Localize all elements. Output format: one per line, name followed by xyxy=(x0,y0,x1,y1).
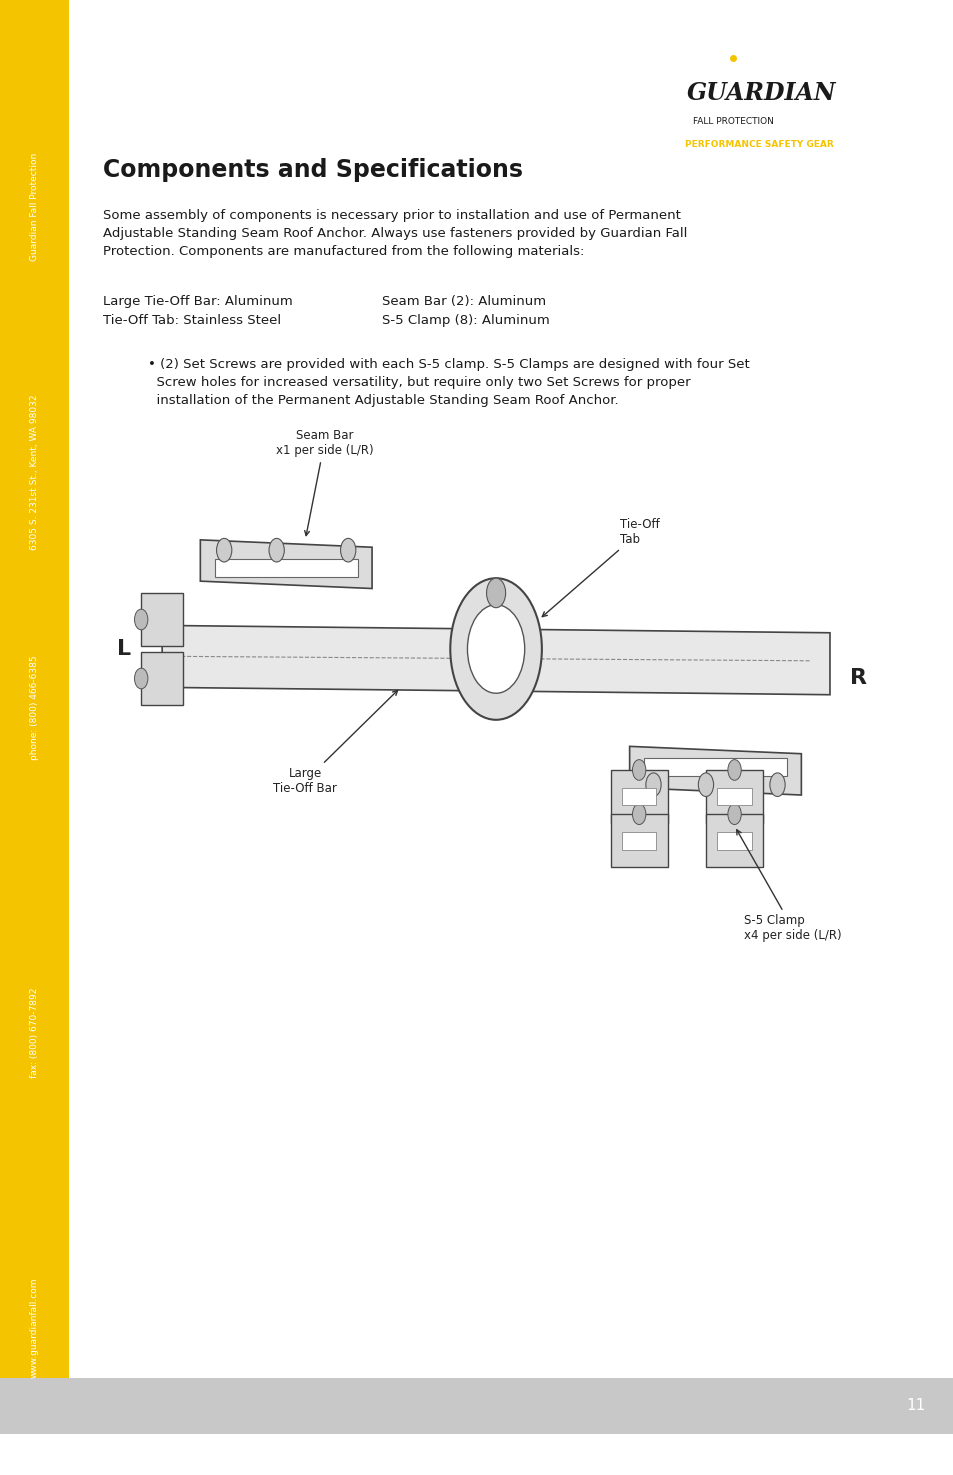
Polygon shape xyxy=(214,559,357,577)
Text: GUARDIAN: GUARDIAN xyxy=(686,81,836,105)
Polygon shape xyxy=(621,832,656,850)
Text: Large Tie-Off Bar: Aluminum
Tie-Off Tab: Stainless Steel: Large Tie-Off Bar: Aluminum Tie-Off Tab:… xyxy=(103,295,293,327)
Circle shape xyxy=(467,605,524,693)
Circle shape xyxy=(727,760,740,780)
Text: Large
Tie-Off Bar: Large Tie-Off Bar xyxy=(274,690,397,795)
Bar xyxy=(0,1378,953,1434)
Circle shape xyxy=(450,578,541,720)
Polygon shape xyxy=(705,770,762,823)
Circle shape xyxy=(216,538,232,562)
Polygon shape xyxy=(141,593,183,646)
Polygon shape xyxy=(705,814,762,867)
Text: • (2) Set Screws are provided with each S-5 clamp. S-5 Clamps are designed with : • (2) Set Screws are provided with each … xyxy=(148,358,749,407)
Text: S-5 Clamp
x4 per side (L/R): S-5 Clamp x4 per side (L/R) xyxy=(736,830,841,943)
Circle shape xyxy=(134,609,148,630)
Polygon shape xyxy=(629,746,801,795)
Text: 11: 11 xyxy=(905,1398,924,1413)
Circle shape xyxy=(134,668,148,689)
Polygon shape xyxy=(643,758,786,776)
Polygon shape xyxy=(717,832,751,850)
Circle shape xyxy=(340,538,355,562)
Polygon shape xyxy=(141,652,183,705)
Bar xyxy=(0,0,69,1434)
Polygon shape xyxy=(610,814,667,867)
Text: FALL PROTECTION: FALL PROTECTION xyxy=(692,117,773,125)
Text: Components and Specifications: Components and Specifications xyxy=(103,158,522,181)
Text: PERFORMANCE SAFETY GEAR: PERFORMANCE SAFETY GEAR xyxy=(684,140,833,149)
Text: Tie-Off
Tab: Tie-Off Tab xyxy=(541,518,659,617)
Circle shape xyxy=(632,760,645,780)
Circle shape xyxy=(269,538,284,562)
Circle shape xyxy=(645,773,660,796)
Polygon shape xyxy=(610,770,667,823)
Text: Some assembly of components is necessary prior to installation and use of Perman: Some assembly of components is necessary… xyxy=(103,209,687,258)
Text: Seam Bar (2): Aluminum
S-5 Clamp (8): Aluminum: Seam Bar (2): Aluminum S-5 Clamp (8): Al… xyxy=(381,295,549,327)
Polygon shape xyxy=(621,788,656,805)
Text: www.guardianfall.com: www.guardianfall.com xyxy=(30,1277,39,1378)
Circle shape xyxy=(769,773,784,796)
Circle shape xyxy=(698,773,713,796)
Polygon shape xyxy=(162,625,829,695)
Text: R: R xyxy=(849,668,866,689)
Circle shape xyxy=(727,804,740,825)
Polygon shape xyxy=(717,788,751,805)
Text: Seam Bar
x1 per side (L/R): Seam Bar x1 per side (L/R) xyxy=(275,429,373,535)
Text: phone: (800) 466-6385: phone: (800) 466-6385 xyxy=(30,656,39,760)
Circle shape xyxy=(486,578,505,608)
Text: L: L xyxy=(117,639,131,659)
Text: 6305 S. 231st St., Kent, WA 98032: 6305 S. 231st St., Kent, WA 98032 xyxy=(30,394,39,550)
Polygon shape xyxy=(200,540,372,589)
Circle shape xyxy=(632,804,645,825)
Text: fax: (800) 670-7892: fax: (800) 670-7892 xyxy=(30,987,39,1078)
Text: Guardian Fall Protection: Guardian Fall Protection xyxy=(30,152,39,261)
